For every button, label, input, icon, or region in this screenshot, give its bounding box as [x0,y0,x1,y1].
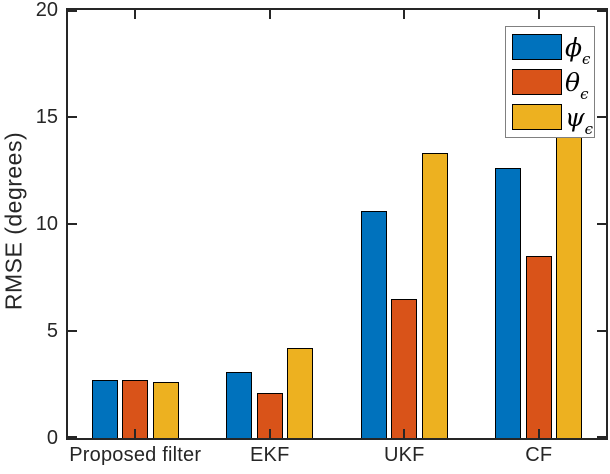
y-tick-right [597,116,606,118]
x-tick-bottom [403,429,406,438]
legend-swatch-theta_epsilon [512,69,562,95]
y-tick-right [597,436,606,438]
x-tick-label: CF [525,444,553,466]
bar-theta_epsilon-ukf [391,298,418,438]
x-tick-label: UKF [383,444,425,466]
bar-phi_epsilon-ekf [226,371,253,438]
x-tick-top [134,10,137,19]
bar-theta_epsilon-cf [525,256,552,438]
bar-psi_epsilon-cf [556,131,583,438]
bar-psi_epsilon-ukf [421,153,448,438]
bar-theta_epsilon-proposed-filter [122,380,149,438]
y-tick-left [68,330,77,332]
legend-swatch-psi_epsilon [512,104,562,130]
y-tick-left [68,223,77,225]
bar-psi_epsilon-ekf [287,348,314,438]
legend-row-phi_epsilon: ϕϵ [506,32,594,68]
legend-label-phi_epsilon: ϕϵ [565,32,591,68]
legend-label-theta_epsilon: θϵ [565,67,589,103]
y-tick-label: 10 [35,213,58,235]
legend-label-psi_epsilon: ψϵ [565,102,594,138]
bar-phi_epsilon-ukf [360,211,387,438]
x-tick-label: EKF [250,444,290,466]
y-tick-left [68,436,77,438]
y-tick-label: 5 [46,320,58,342]
bar-phi_epsilon-proposed-filter [91,380,118,438]
plot-area: ϕϵ θϵ ψϵ [66,8,608,440]
x-tick-bottom [134,429,137,438]
bar-phi_epsilon-cf [495,168,522,438]
x-tick-label: Proposed filter [69,444,202,466]
legend-row-psi_epsilon: ψϵ [506,102,594,138]
y-tick-left [68,10,77,12]
y-tick-right [597,330,606,332]
x-tick-top [403,10,406,19]
x-tick-bottom [537,429,540,438]
y-tick-label: 20 [35,0,58,21]
legend: ϕϵ θϵ ψϵ [505,26,595,138]
x-tick-top [268,10,271,19]
x-tick-top [537,10,540,19]
y-tick-label: 15 [35,106,58,128]
x-tick-bottom [268,429,271,438]
bar-psi_epsilon-proposed-filter [152,382,179,438]
legend-row-theta_epsilon: θϵ [506,67,594,103]
y-tick-left [68,116,77,118]
y-tick-label: 0 [46,427,58,449]
legend-swatch-phi_epsilon [512,34,562,60]
y-tick-right [597,10,606,12]
y-tick-right [597,223,606,225]
